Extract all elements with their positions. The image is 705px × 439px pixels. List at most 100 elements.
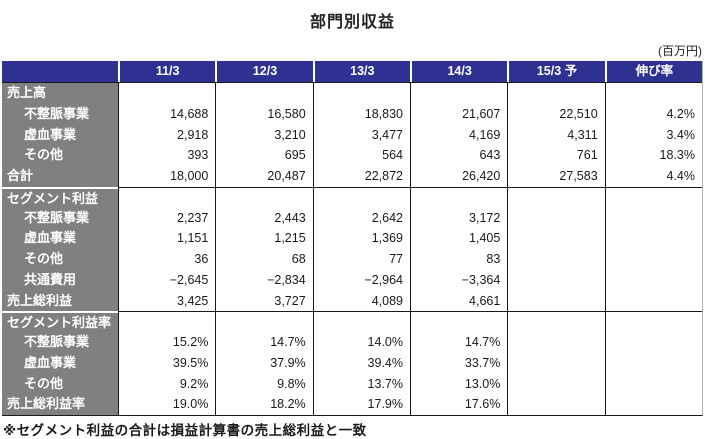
- cell-value: 761: [507, 145, 605, 166]
- cell-value: −2,964: [312, 269, 410, 291]
- table-row: 売上総利益率 19.0% 18.2% 17.9% 17.6%: [2, 394, 702, 415]
- cell-value: [118, 83, 216, 104]
- cell-value: 22,872: [312, 166, 410, 187]
- cell-value: [604, 228, 702, 249]
- cell-value: 4,311: [507, 124, 605, 146]
- cell-value: 1,215: [215, 228, 313, 249]
- cell-value: 3,477: [312, 124, 410, 146]
- cell-value: −2,645: [118, 269, 216, 291]
- column-header-15-3-forecast: 15/3 予: [507, 61, 604, 82]
- cell-value: 36: [118, 249, 216, 270]
- cell-value: 3,210: [215, 124, 313, 146]
- row-label: 売上総利益率: [2, 394, 118, 415]
- cell-value: [312, 186, 410, 208]
- cell-value: [604, 249, 702, 270]
- cell-value: 37.9%: [215, 352, 313, 374]
- cell-value: 77: [312, 249, 410, 270]
- cell-value: 68: [215, 249, 313, 270]
- cell-value: [507, 311, 605, 332]
- cell-value: 18.3%: [604, 145, 702, 166]
- cell-value: 16,580: [215, 103, 313, 125]
- table-row: その他 393 695 564 643 761 18.3%: [2, 145, 702, 166]
- cell-value: [410, 186, 508, 208]
- cell-value: −3,364: [410, 269, 508, 291]
- cell-value: 39.4%: [312, 352, 410, 374]
- table-row: 虚血事業 1,151 1,215 1,369 1,405: [2, 228, 702, 249]
- cell-value: 4,169: [410, 124, 508, 146]
- cell-value: 4,089: [312, 290, 410, 312]
- table-row: 虚血事業 39.5% 37.9% 39.4% 33.7%: [2, 352, 702, 374]
- table-row: 不整脈事業 14,688 16,580 18,830 21,607 22,510 4.2%: [2, 103, 702, 125]
- cell-value: 22,510: [507, 103, 605, 125]
- cell-value: [604, 186, 702, 208]
- cell-value: [410, 311, 508, 332]
- column-header-11-3: 11/3: [118, 61, 215, 82]
- cell-value: [604, 373, 702, 395]
- cell-value: [604, 269, 702, 291]
- cell-value: 14.0%: [312, 332, 410, 353]
- table-header-row: 11/3 12/3 13/3 14/3 15/3 予 伸び率: [2, 61, 702, 83]
- row-label: 虚血事業: [2, 352, 118, 374]
- cell-value: 19.0%: [118, 394, 216, 415]
- cell-value: 4.2%: [604, 103, 702, 125]
- table-row: 虚血事業 2,918 3,210 3,477 4,169 4,311 3.4%: [2, 124, 702, 146]
- cell-value: [215, 83, 313, 104]
- table-row: 売上高: [2, 83, 702, 104]
- cell-value: 1,405: [410, 228, 508, 249]
- cell-value: [507, 83, 605, 104]
- cell-value: [410, 83, 508, 104]
- cell-value: 18,830: [312, 103, 410, 125]
- cell-value: [604, 352, 702, 374]
- cell-value: [507, 352, 605, 374]
- column-header-13-3: 13/3: [312, 61, 410, 82]
- table-body: 売上高 不整脈事業 14,688 16,580 18,830 21,607 22,510 4.…: [2, 83, 702, 415]
- cell-value: 4,661: [410, 290, 508, 312]
- row-label: 売上高: [2, 83, 118, 104]
- table-row: 共通費用 −2,645 −2,834 −2,964 −3,364: [2, 269, 702, 291]
- cell-value: [507, 228, 605, 249]
- cell-value: [507, 373, 605, 395]
- cell-value: 17.9%: [312, 394, 410, 415]
- row-label: その他: [2, 145, 118, 166]
- revenue-table: 11/3 12/3 13/3 14/3 15/3 予 伸び率 売上高 不整脈事業 1…: [2, 61, 703, 416]
- table-row: 不整脈事業 15.2% 14.7% 14.0% 14.7%: [2, 332, 702, 353]
- table-row: 売上総利益 3,425 3,727 4,089 4,661: [2, 290, 702, 312]
- cell-value: 14.7%: [215, 332, 313, 353]
- cell-value: [312, 311, 410, 332]
- cell-value: 3.4%: [604, 124, 702, 146]
- cell-value: [118, 186, 216, 208]
- cell-value: [604, 311, 702, 332]
- cell-value: 3,172: [410, 207, 508, 229]
- cell-value: 18.2%: [215, 394, 313, 415]
- cell-value: 26,420: [410, 166, 508, 187]
- row-label: 売上総利益: [2, 290, 118, 312]
- cell-value: 18,000: [118, 166, 216, 187]
- cell-value: [312, 83, 410, 104]
- column-header-blank: [2, 61, 118, 82]
- cell-value: 1,151: [118, 228, 216, 249]
- row-label: 虚血事業: [2, 124, 118, 146]
- cell-value: 83: [410, 249, 508, 270]
- cell-value: 21,607: [410, 103, 508, 125]
- cell-value: 2,237: [118, 207, 216, 229]
- row-label: 不整脈事業: [2, 332, 118, 353]
- cell-value: 1,369: [312, 228, 410, 249]
- cell-value: 3,727: [215, 290, 313, 312]
- row-label: 不整脈事業: [2, 103, 118, 125]
- cell-value: 3,425: [118, 290, 216, 312]
- cell-value: 393: [118, 145, 216, 166]
- table-row: セグメント利益率: [2, 311, 702, 332]
- cell-value: [604, 332, 702, 353]
- row-label: その他: [2, 249, 118, 270]
- cell-value: 13.0%: [410, 373, 508, 395]
- row-label: 不整脈事業: [2, 207, 118, 229]
- cell-value: 15.2%: [118, 332, 216, 353]
- page-title: 部門別収益: [309, 14, 395, 31]
- cell-value: [507, 186, 605, 208]
- cell-value: 14.7%: [410, 332, 508, 353]
- table-row: その他 9.2% 9.8% 13.7% 13.0%: [2, 373, 702, 395]
- footnote: ※セグメント利益の合計は損益計算書の売上総利益と一致: [3, 423, 367, 438]
- row-label: 虚血事業: [2, 228, 118, 249]
- row-label: 共通費用: [2, 269, 118, 291]
- cell-value: [118, 311, 216, 332]
